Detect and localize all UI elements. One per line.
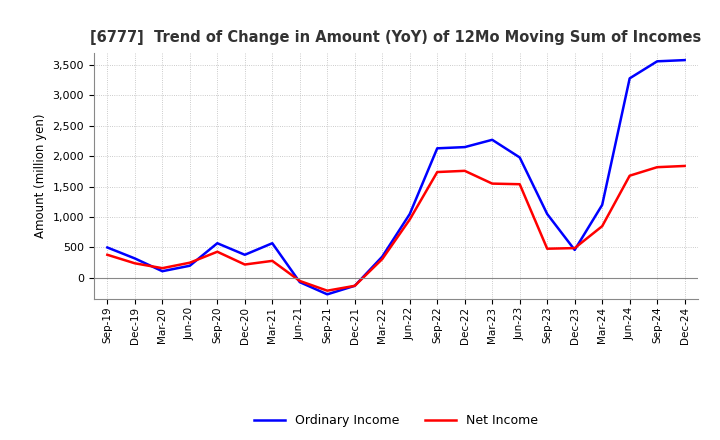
Ordinary Income: [351, 283, 359, 289]
Y-axis label: Amount (million yen): Amount (million yen): [34, 114, 47, 238]
Title: [6777]  Trend of Change in Amount (YoY) of 12Mo Moving Sum of Incomes: [6777] Trend of Change in Amount (YoY) o…: [91, 29, 701, 45]
Ordinary Income: [295, 279, 304, 285]
Ordinary Income: [680, 58, 689, 63]
Net Income: [158, 265, 166, 271]
Net Income: [213, 249, 222, 254]
Ordinary Income: [405, 211, 414, 216]
Net Income: [351, 283, 359, 289]
Ordinary Income: [543, 211, 552, 216]
Line: Net Income: Net Income: [107, 166, 685, 291]
Ordinary Income: [516, 155, 524, 160]
Ordinary Income: [488, 137, 497, 143]
Net Income: [570, 246, 579, 251]
Ordinary Income: [130, 256, 139, 261]
Ordinary Income: [460, 144, 469, 150]
Net Income: [543, 246, 552, 251]
Net Income: [516, 182, 524, 187]
Ordinary Income: [323, 292, 332, 297]
Ordinary Income: [103, 245, 112, 250]
Net Income: [488, 181, 497, 186]
Ordinary Income: [378, 254, 387, 259]
Net Income: [378, 257, 387, 262]
Net Income: [186, 260, 194, 265]
Net Income: [680, 163, 689, 169]
Legend: Ordinary Income, Net Income: Ordinary Income, Net Income: [249, 409, 543, 432]
Line: Ordinary Income: Ordinary Income: [107, 60, 685, 294]
Ordinary Income: [213, 241, 222, 246]
Net Income: [295, 279, 304, 284]
Ordinary Income: [598, 202, 606, 208]
Ordinary Income: [570, 247, 579, 253]
Net Income: [626, 173, 634, 178]
Net Income: [323, 288, 332, 293]
Ordinary Income: [653, 59, 662, 64]
Ordinary Income: [626, 76, 634, 81]
Ordinary Income: [186, 263, 194, 268]
Net Income: [103, 252, 112, 257]
Net Income: [405, 217, 414, 222]
Ordinary Income: [433, 146, 441, 151]
Ordinary Income: [268, 241, 276, 246]
Net Income: [653, 165, 662, 170]
Net Income: [130, 260, 139, 266]
Net Income: [268, 258, 276, 264]
Net Income: [460, 168, 469, 173]
Net Income: [433, 169, 441, 175]
Net Income: [598, 224, 606, 229]
Ordinary Income: [240, 252, 249, 257]
Ordinary Income: [158, 268, 166, 274]
Net Income: [240, 262, 249, 267]
